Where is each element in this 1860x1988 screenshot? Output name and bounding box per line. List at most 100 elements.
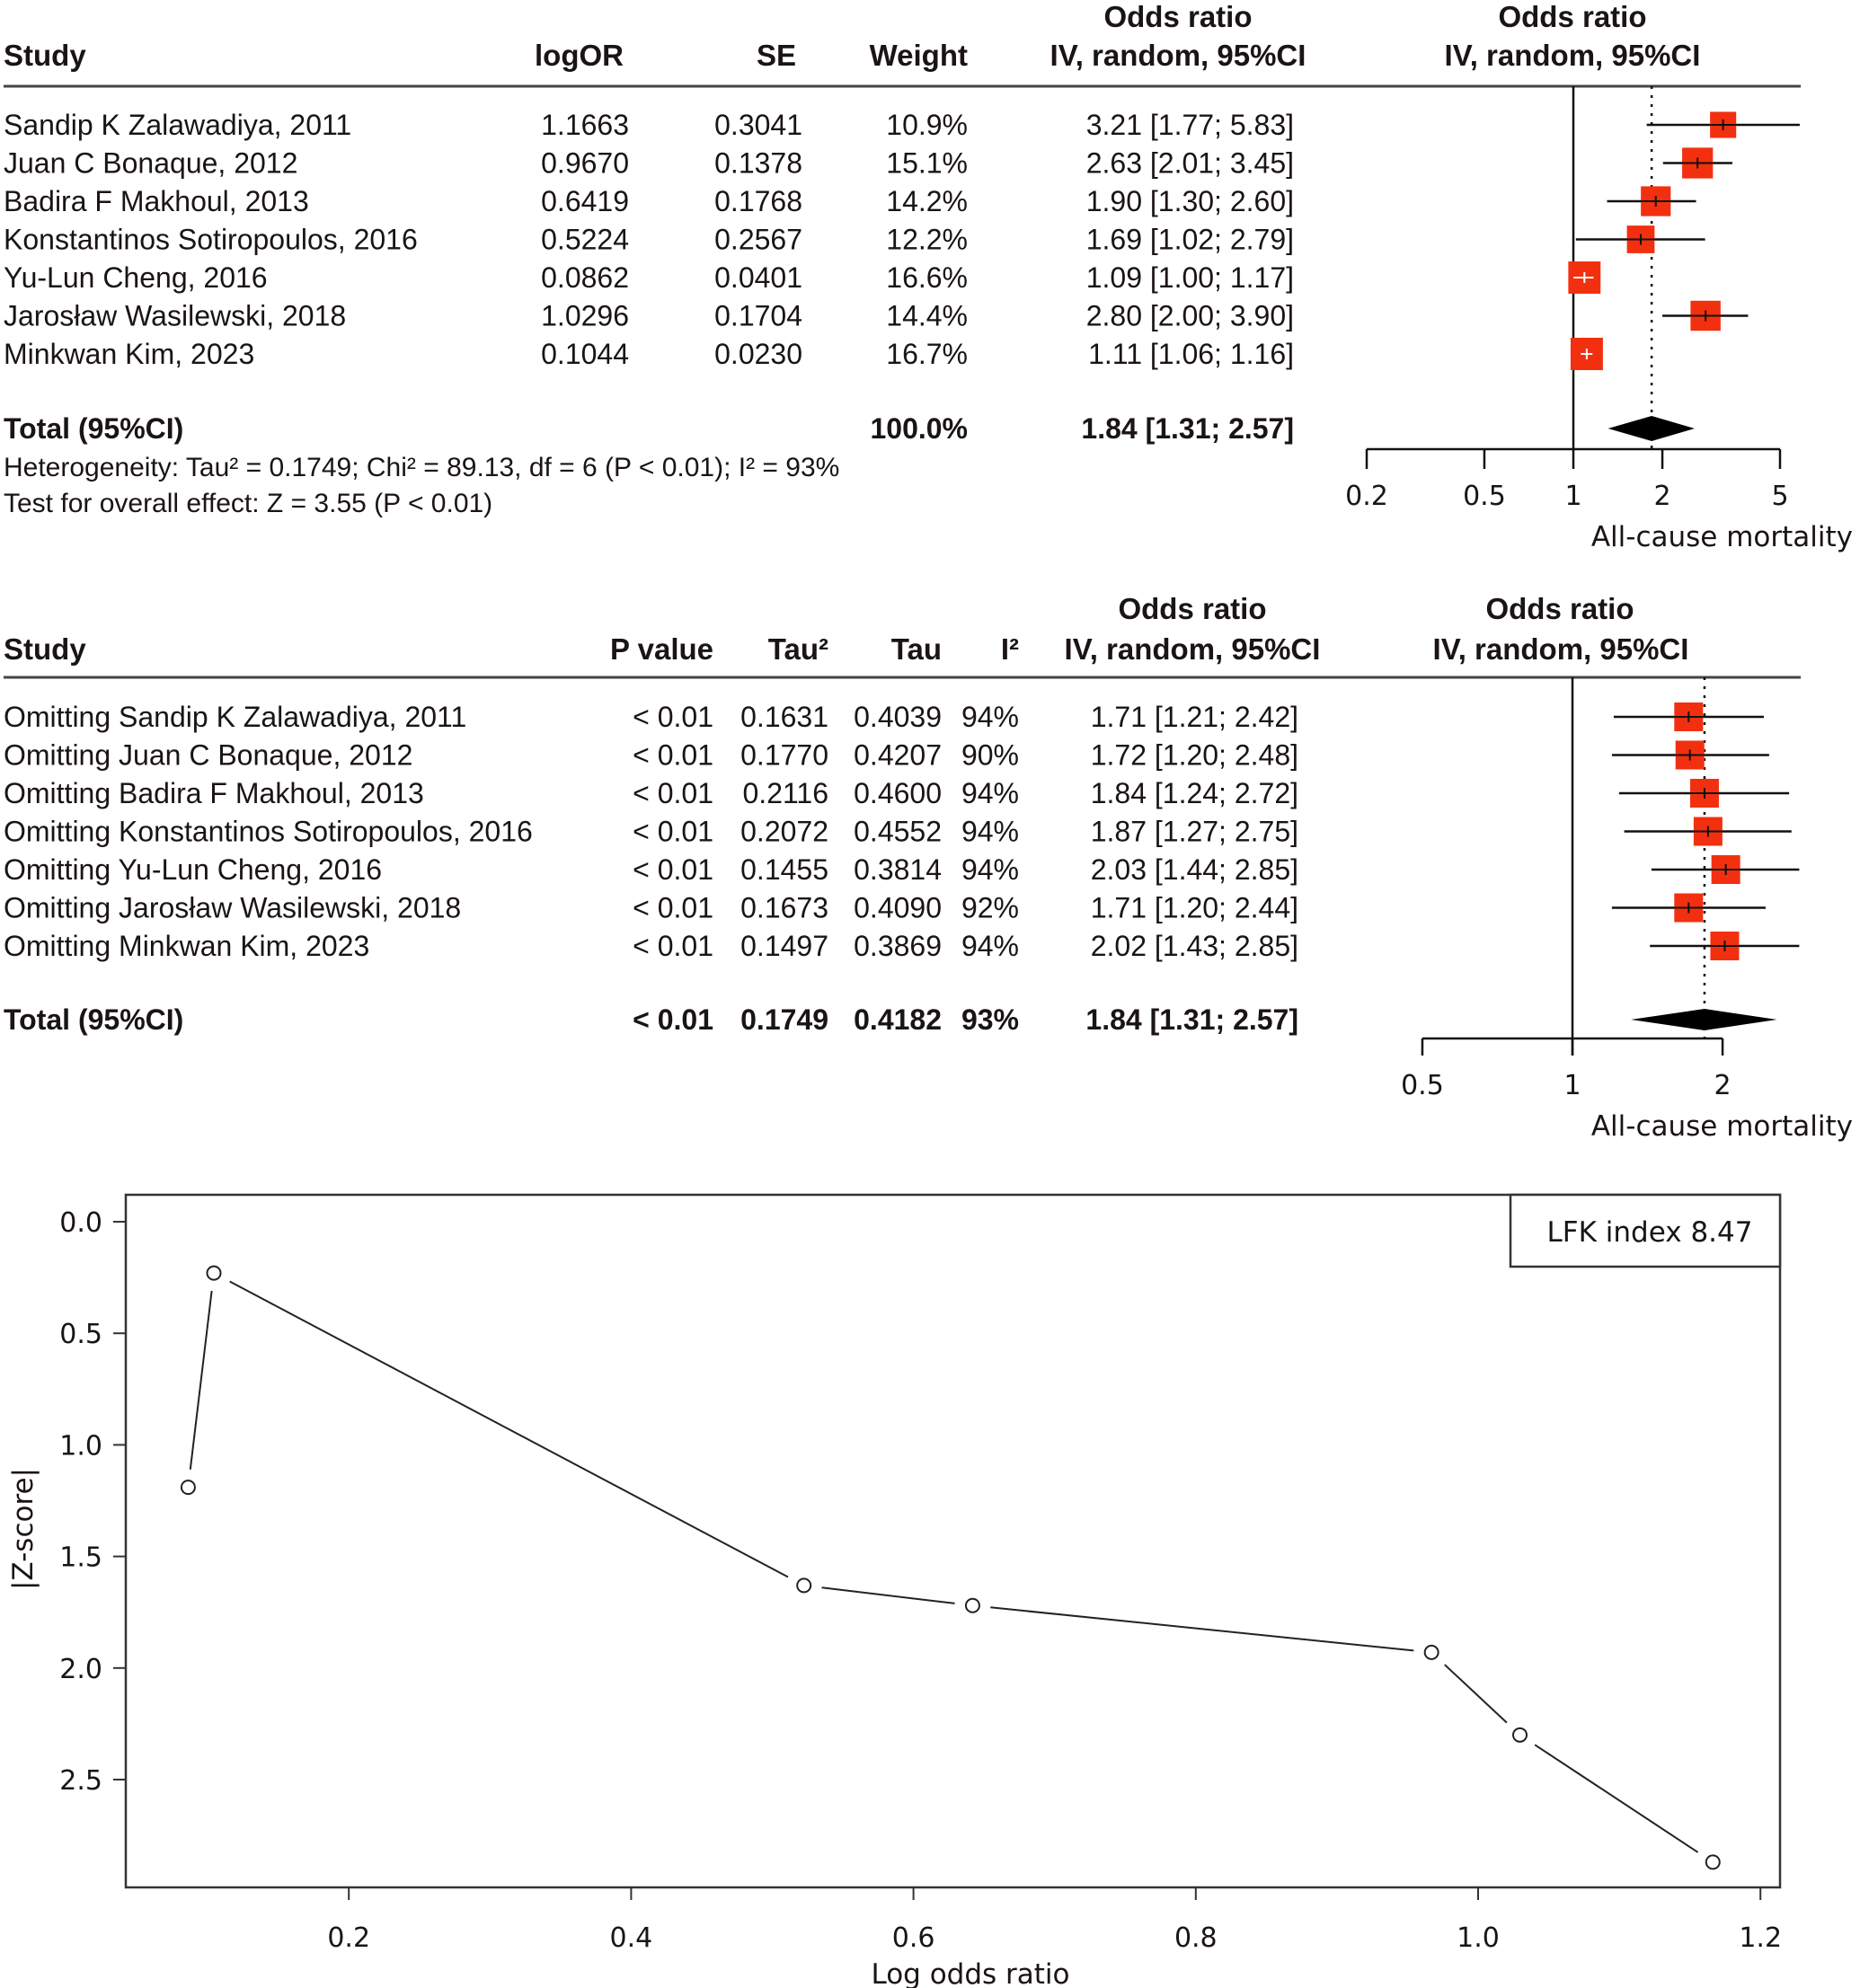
column-header-weight: Weight bbox=[870, 39, 968, 72]
total-tau: 0.4182 bbox=[854, 1003, 942, 1036]
x-axis-tick-label: 0.5 bbox=[1401, 1070, 1444, 1101]
odds-ratio-ci-value: 2.03 [1.44; 2.85] bbox=[1091, 853, 1298, 886]
odds-ratio-ci-value: 1.87 [1.27; 2.75] bbox=[1091, 816, 1298, 848]
x-axis-tick-label: 0.6 bbox=[892, 1922, 935, 1954]
tau2-value: 0.1673 bbox=[740, 892, 828, 924]
plot-frame bbox=[124, 1193, 1782, 1889]
x-axis-tick-label: 5 bbox=[1771, 481, 1788, 512]
total-weight: 100.0% bbox=[870, 412, 968, 445]
logor-value: 1.0296 bbox=[541, 300, 629, 332]
p-value: < 0.01 bbox=[633, 892, 713, 924]
data-point bbox=[180, 1480, 196, 1496]
heterogeneity-text: Heterogeneity: Tau² = 0.1749; Chi² = 89.… bbox=[4, 453, 839, 482]
study-name: Konstantinos Sotiropoulos, 2016 bbox=[4, 224, 418, 256]
x-axis-tick-label: 1.0 bbox=[1457, 1922, 1500, 1954]
logor-value: 1.1663 bbox=[541, 109, 629, 141]
total-ci: 1.84 [1.31; 2.57] bbox=[1081, 412, 1294, 445]
study-name: Yu-Lun Cheng, 2016 bbox=[4, 261, 268, 294]
column-header-ci: IV, random, 95%CI bbox=[1050, 39, 1306, 72]
x-axis-tick-label: 1 bbox=[1564, 481, 1581, 512]
study-name: Sandip K Zalawadiya, 2011 bbox=[4, 109, 351, 141]
p-value: < 0.01 bbox=[633, 777, 713, 809]
overall-effect-text: Test for overall effect: Z = 3.55 (P < 0… bbox=[4, 489, 492, 518]
se-value: 0.2567 bbox=[714, 224, 802, 256]
pooled-diamond bbox=[1608, 416, 1695, 441]
column-header-se: SE bbox=[757, 39, 796, 72]
y-axis-label: |Z-score| bbox=[7, 1468, 40, 1590]
se-value: 0.1704 bbox=[714, 300, 802, 332]
weight-value: 16.7% bbox=[886, 338, 968, 370]
tau2-value: 0.1631 bbox=[740, 701, 828, 733]
x-axis-label: All-cause mortality bbox=[1591, 521, 1853, 553]
tau-value: 0.4039 bbox=[854, 701, 942, 733]
weight-value: 14.4% bbox=[886, 300, 968, 332]
odds-ratio-ci-value: 2.80 [2.00; 3.90] bbox=[1086, 300, 1294, 332]
odds-ratio-ci-value: 3.21 [1.77; 5.83] bbox=[1086, 109, 1294, 141]
y-axis-tick-label: 2.5 bbox=[59, 1765, 102, 1797]
total-ci: 1.84 [1.31; 2.57] bbox=[1085, 1003, 1298, 1036]
x-axis-tick-label: 0.8 bbox=[1174, 1922, 1218, 1954]
p-value: < 0.01 bbox=[633, 701, 713, 733]
p-value: < 0.01 bbox=[633, 853, 713, 886]
tau-value: 0.4207 bbox=[854, 739, 942, 772]
plot-header-odds-ratio: Odds ratio bbox=[1498, 0, 1646, 33]
logor-value: 0.6419 bbox=[541, 185, 629, 217]
column-header-i2: I² bbox=[1001, 632, 1019, 666]
total-p-value: < 0.01 bbox=[633, 1003, 713, 1036]
p-value: < 0.01 bbox=[633, 930, 713, 962]
x-axis-tick-label: 1.2 bbox=[1739, 1922, 1782, 1954]
total-label: Total (95%CI) bbox=[4, 412, 183, 445]
p-value: < 0.01 bbox=[633, 739, 713, 772]
legend-box bbox=[1509, 1193, 1782, 1268]
study-name: Juan C Bonaque, 2012 bbox=[4, 147, 297, 180]
total-label: Total (95%CI) bbox=[4, 1003, 183, 1036]
i2-value: 94% bbox=[961, 701, 1019, 733]
data-point bbox=[1512, 1727, 1528, 1743]
tau2-value: 0.1455 bbox=[740, 853, 828, 886]
y-axis-tick-label: 1.0 bbox=[59, 1430, 102, 1462]
tau-value: 0.4552 bbox=[854, 816, 942, 848]
i2-value: 92% bbox=[961, 892, 1019, 924]
weight-value: 16.6% bbox=[886, 261, 968, 294]
i2-value: 90% bbox=[961, 739, 1019, 772]
tau2-value: 0.1770 bbox=[740, 739, 828, 772]
column-header-p-value: P value bbox=[610, 632, 713, 666]
i2-value: 94% bbox=[961, 777, 1019, 809]
data-point bbox=[964, 1597, 980, 1613]
column-header-odds-ratio: Odds ratio bbox=[1103, 0, 1252, 33]
plot-header-odds-ratio: Odds ratio bbox=[1485, 592, 1634, 625]
y-axis-tick-label: 2.0 bbox=[59, 1654, 102, 1685]
x-axis-tick-label: 0.2 bbox=[327, 1922, 370, 1954]
se-value: 0.1768 bbox=[714, 185, 802, 217]
y-axis-tick-label: 1.5 bbox=[59, 1542, 102, 1574]
plot-header-ci: IV, random, 95%CI bbox=[1433, 632, 1689, 666]
data-point bbox=[1705, 1854, 1721, 1870]
column-header-tau: Tau bbox=[891, 632, 942, 666]
y-axis-tick-label: 0.0 bbox=[59, 1207, 102, 1239]
odds-ratio-ci-value: 1.71 [1.21; 2.42] bbox=[1091, 701, 1298, 733]
odds-ratio-ci-value: 1.11 [1.06; 1.16] bbox=[1088, 338, 1294, 370]
logor-value: 0.0862 bbox=[541, 261, 629, 294]
odds-ratio-ci-value: 1.09 [1.00; 1.17] bbox=[1086, 261, 1294, 294]
study-name: Omitting Badira F Makhoul, 2013 bbox=[4, 777, 424, 809]
odds-ratio-ci-value: 1.84 [1.24; 2.72] bbox=[1091, 777, 1298, 809]
tau-value: 0.3869 bbox=[854, 930, 942, 962]
doi-line-segment bbox=[990, 1606, 1414, 1652]
logor-value: 0.5224 bbox=[541, 224, 629, 256]
x-axis-label: Log odds ratio bbox=[871, 1958, 1069, 1988]
study-name: Omitting Konstantinos Sotiropoulos, 2016 bbox=[4, 816, 533, 848]
total-tau2: 0.1749 bbox=[740, 1003, 828, 1036]
tau-value: 0.3814 bbox=[854, 853, 942, 886]
weight-value: 12.2% bbox=[886, 224, 968, 256]
data-point bbox=[1423, 1644, 1439, 1660]
tau2-value: 0.2072 bbox=[740, 816, 828, 848]
column-header-logor: logOR bbox=[535, 39, 624, 72]
doi-line-segment bbox=[1534, 1744, 1699, 1853]
x-axis-tick-label: 0.5 bbox=[1463, 481, 1506, 512]
p-value: < 0.01 bbox=[633, 816, 713, 848]
i2-value: 94% bbox=[961, 930, 1019, 962]
tau2-value: 0.2116 bbox=[743, 777, 829, 809]
forest-plot-leave-one-out: Odds ratio Odds ratio Study P value Tau² Tau I… bbox=[4, 592, 1853, 1143]
weight-value: 14.2% bbox=[886, 185, 968, 217]
